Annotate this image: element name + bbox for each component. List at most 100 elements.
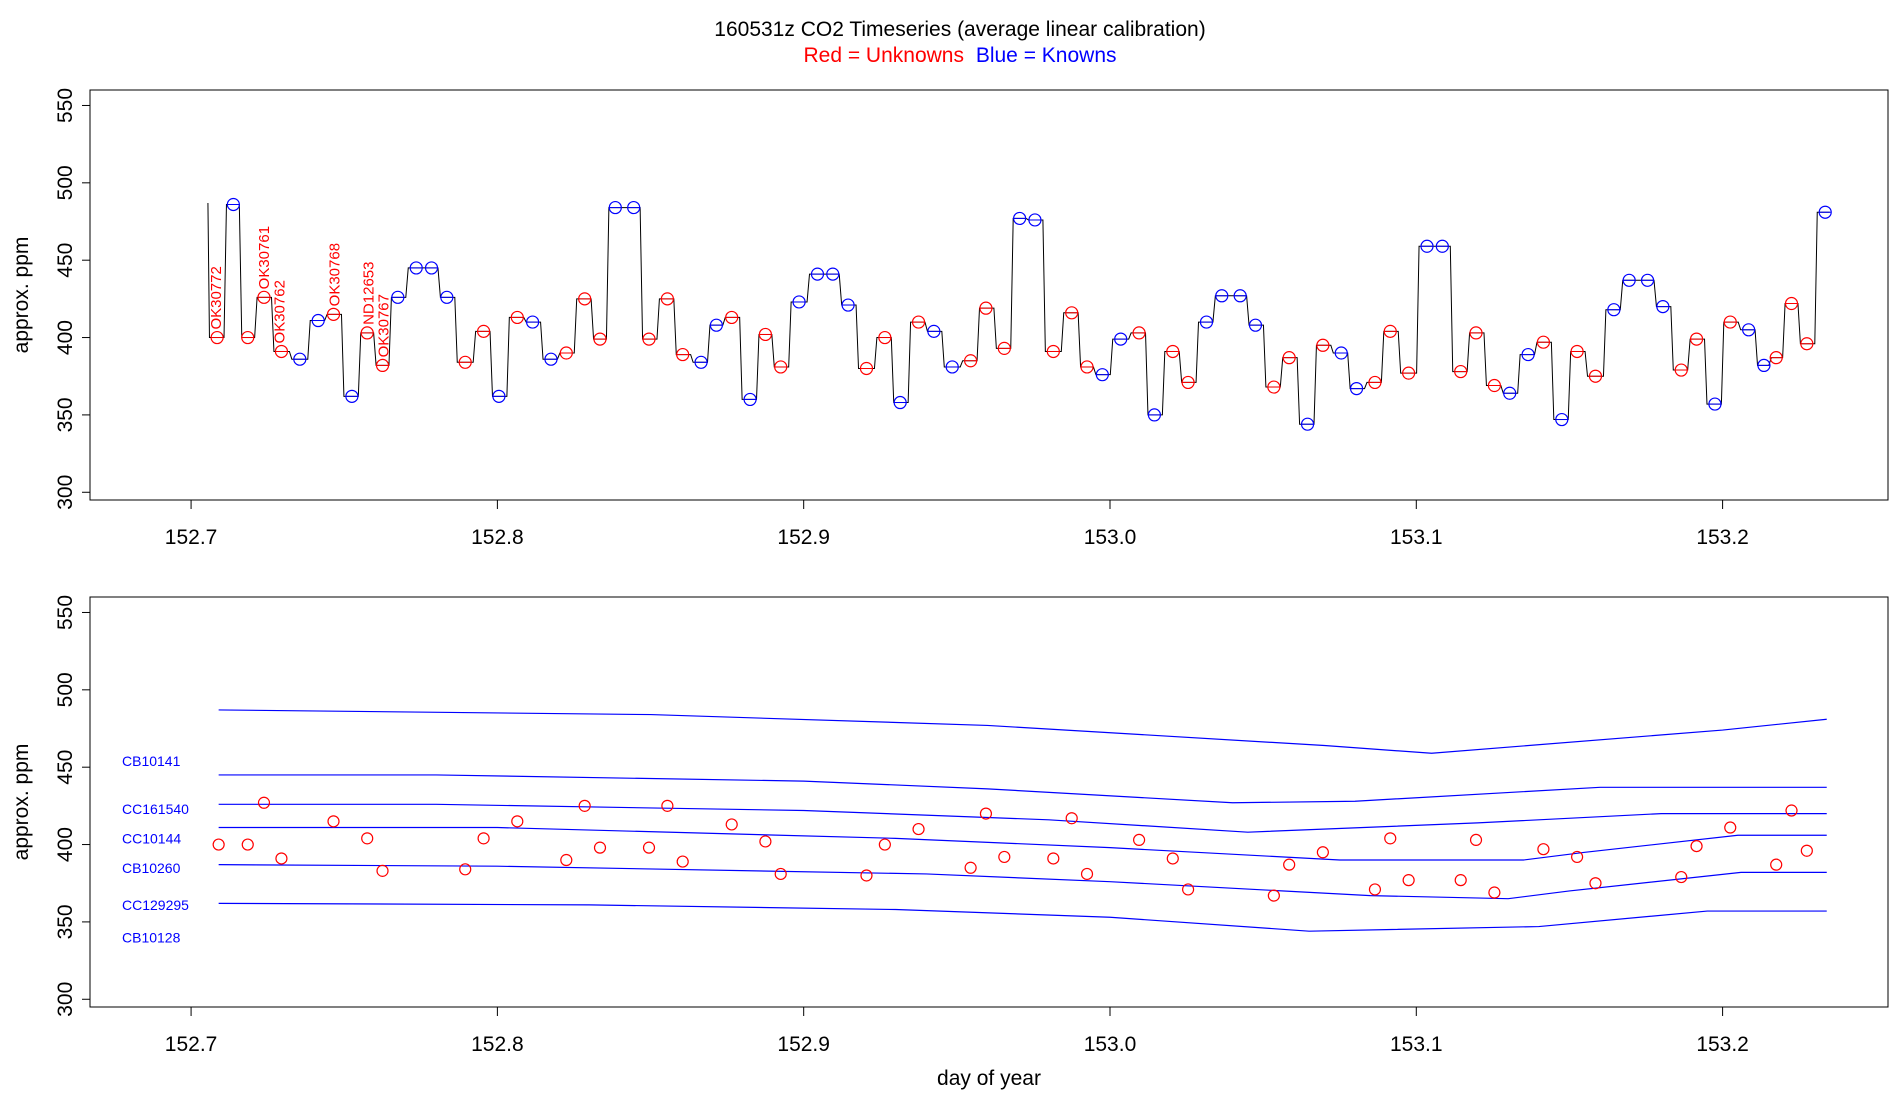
y-axis-label: approx. ppm xyxy=(10,237,33,354)
standard-label: CB10141 xyxy=(122,753,181,769)
unknown-point xyxy=(593,841,607,854)
standard-line xyxy=(218,864,1827,900)
unknown-point xyxy=(1283,858,1296,871)
unknown-point xyxy=(964,861,977,874)
unknown-point xyxy=(361,832,374,845)
legend-unknowns: Red = Unknowns xyxy=(803,44,964,67)
unknown-point xyxy=(1690,839,1703,853)
unknown-point xyxy=(759,835,772,848)
standard-line xyxy=(218,774,1827,804)
unknown-point xyxy=(459,863,472,876)
x-tick-label: 152.8 xyxy=(471,526,524,549)
y-tick-label: 550 xyxy=(54,595,77,630)
unknown-point xyxy=(1800,844,1813,857)
x-tick-label: 152.7 xyxy=(165,526,218,549)
chart-subtitle: Red = Unknowns Blue = Knowns xyxy=(803,44,1116,67)
x-axis-label: day of year xyxy=(937,1067,1041,1090)
unknown-point xyxy=(327,815,340,828)
standard-line xyxy=(218,826,1827,861)
sample-label: OK30761 xyxy=(256,226,273,289)
x-tick-label: 152.8 xyxy=(471,1033,524,1056)
unknown-point xyxy=(578,799,591,812)
y-tick-label: 300 xyxy=(54,982,77,1017)
unknown-point xyxy=(860,869,873,882)
unknown-point xyxy=(1181,883,1195,896)
y-axis-label: approx. ppm xyxy=(10,744,33,861)
x-tick-label: 153.2 xyxy=(1696,1033,1749,1056)
standard-label: CC10144 xyxy=(122,830,181,846)
y-tick-label: 350 xyxy=(54,397,77,432)
standard-label: CB10128 xyxy=(122,929,181,945)
standard-line xyxy=(218,803,1827,833)
unknown-point xyxy=(676,855,689,868)
standard-line xyxy=(218,902,1827,932)
y-tick-label: 300 xyxy=(54,475,77,510)
unknown-point xyxy=(1316,846,1329,859)
x-tick-label: 152.9 xyxy=(777,526,830,549)
unknown-point xyxy=(477,832,490,845)
unknown-point xyxy=(241,838,254,851)
unknown-point xyxy=(1488,886,1501,899)
y-tick-label: 400 xyxy=(54,320,77,355)
sample-label: OK30768 xyxy=(327,243,344,306)
y-tick-label: 450 xyxy=(54,243,77,278)
unknown-point xyxy=(912,822,925,836)
unknown-point xyxy=(998,850,1011,864)
unknown-point xyxy=(725,818,738,831)
x-tick-label: 153.0 xyxy=(1084,1033,1137,1056)
x-tick-label: 153.0 xyxy=(1084,526,1137,549)
y-tick-label: 400 xyxy=(54,827,77,862)
unknown-point xyxy=(1402,874,1415,887)
sample-label: OK30772 xyxy=(208,266,225,329)
unknown-point xyxy=(774,867,787,881)
plot-frame xyxy=(89,89,1889,501)
unknown-point xyxy=(257,796,271,809)
unknown-point xyxy=(1589,877,1602,890)
sample-label: OK30767 xyxy=(376,294,393,357)
unknown-point xyxy=(212,838,225,851)
co2-trace-line xyxy=(207,202,1830,425)
y-tick-label: 500 xyxy=(54,672,77,707)
unknown-point xyxy=(1469,833,1483,847)
x-tick-label: 153.1 xyxy=(1390,526,1443,549)
unknown-point xyxy=(1368,883,1382,896)
x-tick-label: 153.2 xyxy=(1696,526,1749,549)
y-tick-label: 350 xyxy=(54,904,77,939)
unknown-point xyxy=(1675,870,1688,884)
unknown-point xyxy=(560,853,573,867)
standard-label: CB10260 xyxy=(122,860,181,876)
standard-label: CC161540 xyxy=(122,801,189,817)
panel-bottom: 300 350 400 450 500 550 152.7 152.8 152.9 153.0 15… xyxy=(10,595,1889,1090)
unknown-point xyxy=(511,815,524,828)
y-tick-label: 550 xyxy=(54,88,77,123)
y-tick-label: 500 xyxy=(54,165,77,200)
x-tick-label: 152.7 xyxy=(165,1033,218,1056)
unknown-point xyxy=(275,852,288,865)
unknown-point xyxy=(878,838,891,851)
unknown-point xyxy=(1047,852,1060,865)
sample-label: ND12653 xyxy=(360,262,377,325)
unknown-point xyxy=(1132,833,1146,847)
unknown-point xyxy=(1785,804,1798,817)
unknown-point xyxy=(1770,858,1783,871)
unknown-point xyxy=(1537,843,1550,856)
unknown-point xyxy=(1267,889,1280,902)
unknown-point xyxy=(979,807,993,820)
unknown-point xyxy=(642,841,656,854)
x-tick-label: 152.9 xyxy=(777,1033,830,1056)
legend-knowns: Blue = Knowns xyxy=(976,44,1117,67)
y-tick-label: 450 xyxy=(54,750,77,785)
unknown-point xyxy=(1571,850,1584,864)
chart-title: 160531z CO2 Timeseries (average linear c… xyxy=(714,18,1205,41)
unknown-point xyxy=(1384,832,1397,845)
x-tick-label: 153.1 xyxy=(1390,1033,1443,1056)
standard-line xyxy=(218,709,1827,754)
panel-top: 300 350 400 450 500 550 152.7 152.8 152.9 153.0 15… xyxy=(10,88,1889,549)
unknown-point xyxy=(1166,852,1179,865)
standard-label: CC129295 xyxy=(122,897,189,913)
unknown-point xyxy=(376,864,389,877)
unknown-point xyxy=(1065,812,1078,825)
unknown-point xyxy=(1454,874,1467,887)
unknown-point xyxy=(1080,867,1094,881)
